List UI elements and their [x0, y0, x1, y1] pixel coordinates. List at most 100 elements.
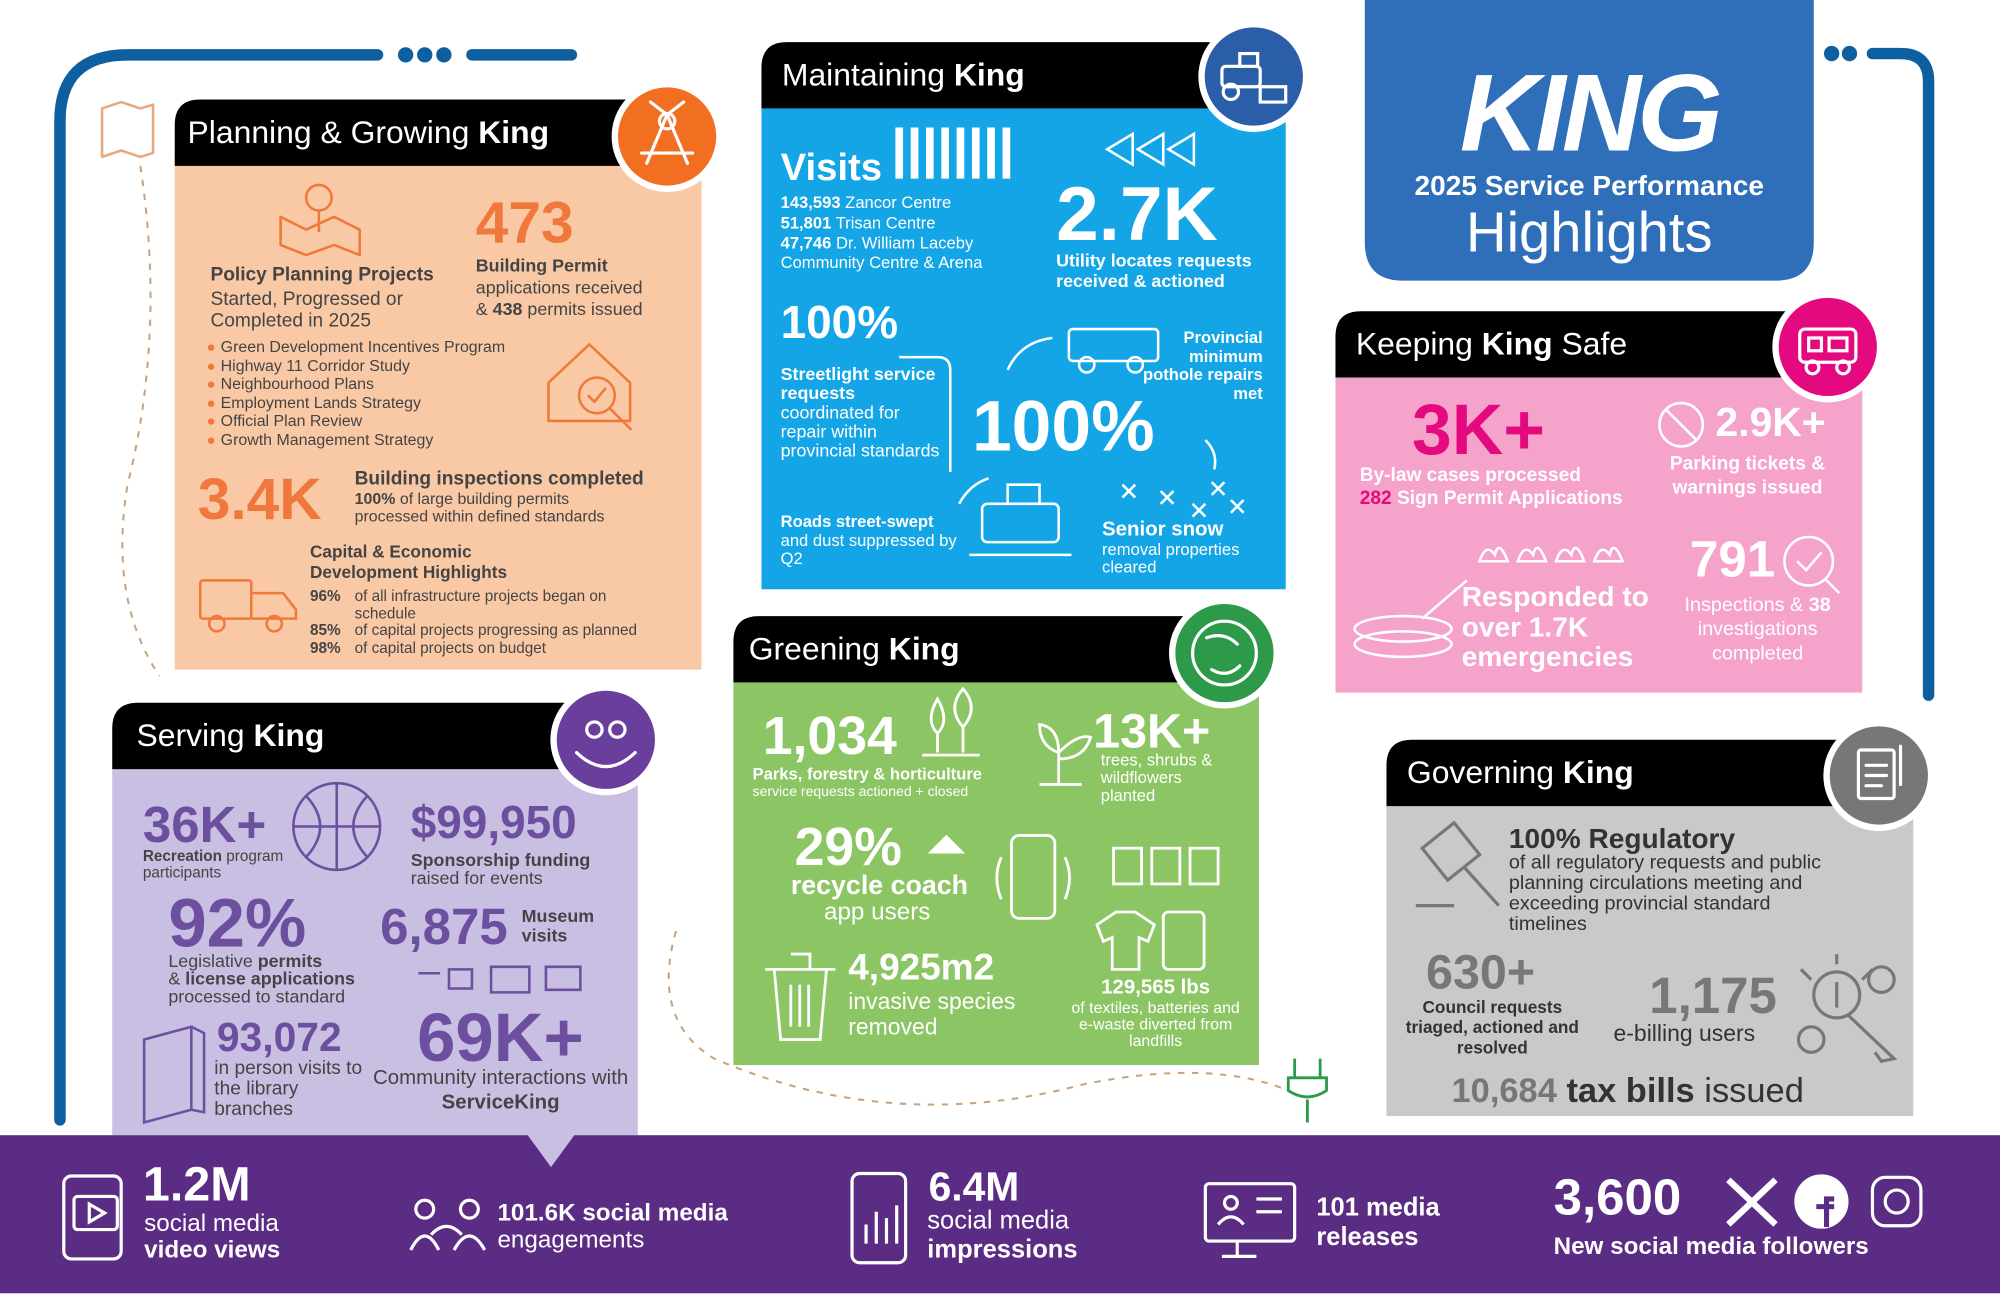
- header-box: [1364, 0, 1814, 281]
- text: coordinated for repair within provincial…: [780, 401, 940, 461]
- logo: KING: [1459, 52, 1723, 175]
- count: 282: [1359, 487, 1392, 509]
- list-item: Highway 11 Corridor Study: [207, 357, 505, 376]
- shape: [1353, 630, 1453, 659]
- frame-line: [54, 47, 1935, 1126]
- label: Roads street-swept: [780, 511, 934, 531]
- shape: [1038, 722, 1093, 786]
- title-text: Maintaining: [781, 57, 945, 94]
- shape: [417, 47, 433, 63]
- value: 1.2M: [142, 1158, 251, 1212]
- title-bars: [112, 42, 1901, 807]
- shape: [409, 1224, 487, 1251]
- value: 3K+: [1411, 389, 1546, 470]
- text-block: 282 Sign Permit Applications: [1360, 487, 1623, 509]
- bullet: [207, 418, 215, 426]
- shape: [1804, 359, 1821, 376]
- bold: permits: [257, 950, 323, 971]
- text: Utility locates requests received & acti…: [1056, 249, 1252, 291]
- footer-icons: [62, 1171, 1923, 1265]
- place: Zancor Centre: [845, 192, 952, 212]
- text: e-billing users: [1613, 1020, 1756, 1046]
- value: 36K+: [142, 797, 267, 854]
- title-bold: King: [478, 114, 550, 151]
- shape: [414, 1198, 436, 1220]
- title-bold: King: [888, 631, 960, 668]
- shape: [1783, 535, 1835, 587]
- text: Parking tickets & warnings issued: [1669, 452, 1826, 499]
- label: 100% Regulatory: [1508, 822, 1736, 855]
- label: recycle coach: [790, 871, 969, 901]
- title-bold: King: [253, 718, 325, 754]
- shape: [922, 686, 980, 757]
- maintaining-icons: [895, 127, 1245, 557]
- shape: [587, 386, 633, 431]
- value: 100%: [971, 385, 1155, 466]
- label: Streetlight service requests: [780, 363, 936, 404]
- shape: [761, 42, 1257, 109]
- item-text: Official Plan Review: [220, 412, 363, 431]
- shape: [1010, 834, 1057, 920]
- item-text: Growth Management Strategy: [220, 431, 434, 449]
- text: invasive species removed: [848, 988, 1016, 1040]
- text: social media: [927, 1206, 1070, 1235]
- shape: [1112, 846, 1143, 886]
- shape: [895, 127, 1011, 179]
- text-block: social media video views: [144, 1210, 280, 1264]
- heading: Policy Planning Projects: [210, 264, 434, 286]
- shape: [1238, 51, 1288, 104]
- text: program participants: [142, 846, 284, 881]
- shape: [850, 1171, 908, 1265]
- shape: [458, 1198, 480, 1220]
- shape: [54, 49, 384, 1126]
- list-item: Green Development Incentives Program: [207, 338, 505, 357]
- shape: [1421, 579, 1468, 620]
- title-bold: King: [953, 57, 1025, 94]
- shape: [1841, 45, 1858, 62]
- shape: [1198, 21, 1310, 133]
- row: 143,593 Zancor Centre: [781, 193, 1023, 213]
- shape: [1866, 47, 1935, 701]
- shape: [899, 355, 952, 472]
- text-block: 10,684 tax bills issued: [1452, 1071, 1804, 1111]
- shape: [765, 952, 836, 1041]
- shape: [550, 684, 662, 796]
- shape: [1150, 846, 1182, 886]
- list: Green Development Incentives Program High…: [207, 338, 505, 450]
- shape: [1807, 336, 1849, 353]
- value: 85%: [309, 621, 341, 640]
- safe-icons: [1353, 401, 1841, 659]
- value: 143,593: [780, 192, 841, 212]
- text: New social media followers: [1553, 1233, 1869, 1261]
- shape: [436, 47, 452, 63]
- rows: 143,593 Zancor Centre 51,801 Trisan Centr…: [781, 193, 1023, 274]
- bold: license applications: [185, 968, 355, 989]
- text: issued: [1704, 1071, 1804, 1110]
- text: permits issued: [527, 298, 643, 319]
- value: $99,950: [410, 795, 577, 849]
- shape: [667, 930, 1289, 1106]
- value: 129,565 lbs: [1101, 977, 1211, 999]
- shape: [1796, 1025, 1826, 1054]
- shape: [1161, 910, 1206, 971]
- bold: video views: [144, 1237, 281, 1265]
- text: service requests actioned + closed: [752, 784, 969, 800]
- serving-icons: [142, 781, 582, 1125]
- value: 6.4M: [928, 1163, 1020, 1210]
- shape: [995, 856, 1071, 900]
- label: Recreation: [142, 846, 222, 865]
- section-title: Maintaining King: [781, 57, 1025, 94]
- text-block: Recreation program participants: [143, 848, 296, 880]
- text: By-law cases processed: [1359, 464, 1581, 486]
- text: Museum visits: [521, 905, 595, 946]
- text-block: Building Permit applications received & 43…: [476, 255, 643, 320]
- text: &: [168, 968, 181, 989]
- section-title: Greening King: [749, 631, 960, 668]
- shape: [1658, 401, 1705, 448]
- bold: 101.6K social media: [497, 1200, 728, 1228]
- text-block: social media impressions: [927, 1207, 1077, 1266]
- row: 47,746 Dr. William Laceby Community Cent…: [781, 233, 1023, 273]
